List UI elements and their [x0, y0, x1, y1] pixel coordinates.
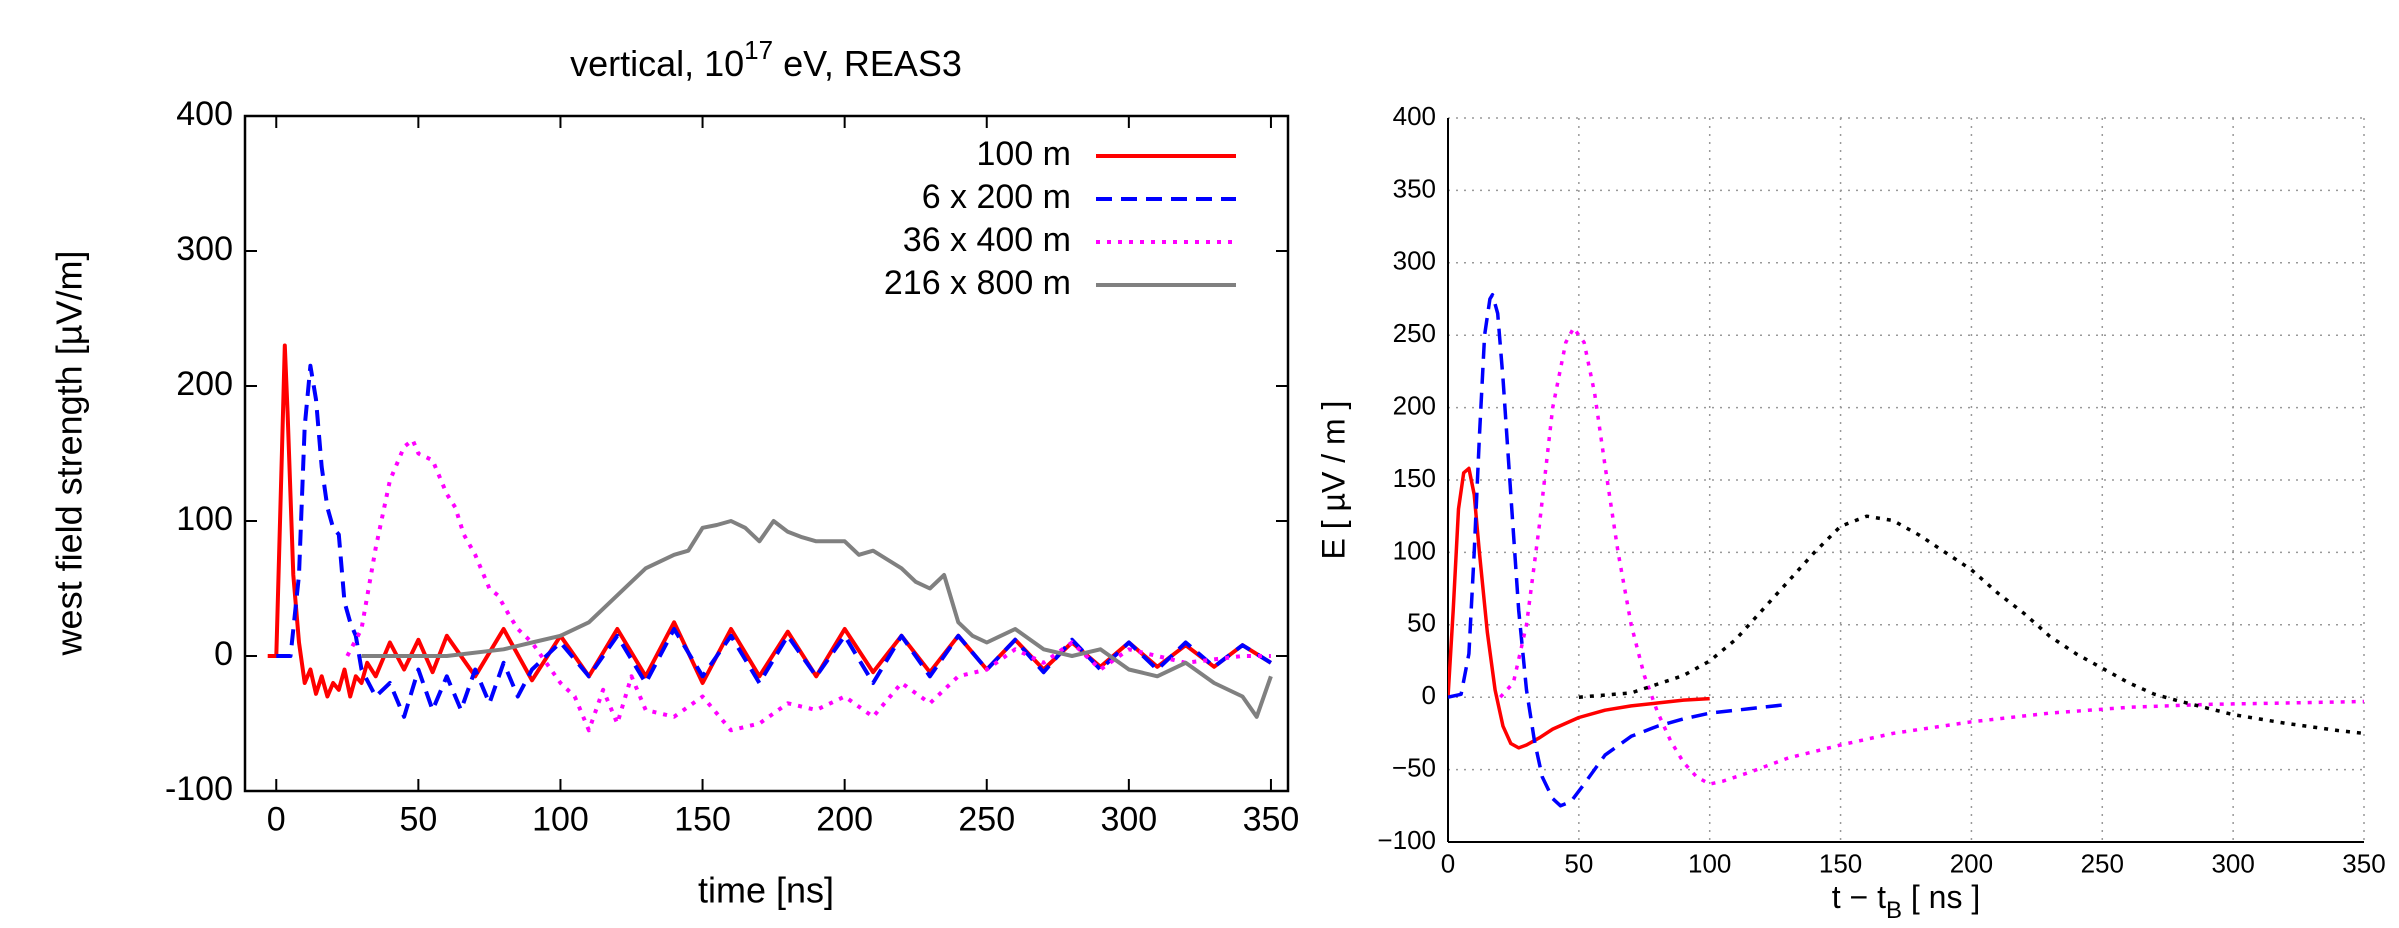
y-tick-label: 50 — [1407, 608, 1436, 638]
x-tick-label: 200 — [816, 801, 873, 839]
x-tick-label: 300 — [2211, 848, 2254, 878]
chart-title: vertical, 1017 eV, REAS3 — [570, 35, 962, 84]
title-part: eV, REAS3 — [773, 43, 962, 84]
x-label-part: t − t — [1832, 879, 1886, 915]
x-tick-label: 350 — [1243, 801, 1300, 839]
x-tick-label: 250 — [958, 801, 1015, 839]
series-line — [1448, 466, 1710, 750]
y-tick-label: 0 — [1422, 680, 1436, 710]
y-tick-label: 400 — [1393, 101, 1436, 131]
y-tick-label: 150 — [1393, 463, 1436, 493]
x-tick-label: 250 — [2081, 848, 2124, 878]
title-superscript: 17 — [744, 35, 773, 65]
series-line — [276, 363, 1272, 719]
y-tick-label: −50 — [1392, 752, 1436, 782]
x-tick-label: 100 — [532, 801, 589, 839]
series-line — [1499, 326, 2364, 786]
legend-label: 100 m — [977, 135, 1072, 173]
plot-frame — [243, 114, 1290, 793]
x-tick-label: 300 — [1100, 801, 1157, 839]
y-tick-label: -100 — [165, 770, 233, 808]
y-tick-label: 200 — [1393, 390, 1436, 420]
x-tick-label: 200 — [1950, 848, 1993, 878]
x-tick-label: 0 — [267, 801, 286, 839]
series-line — [1448, 292, 1789, 808]
x-axis-label: time [ns] — [698, 870, 834, 911]
series-line — [1578, 514, 2364, 736]
x-tick-label: 350 — [2342, 848, 2385, 878]
legend-label: 36 x 400 m — [903, 221, 1071, 259]
y-tick-label: 200 — [176, 365, 233, 403]
x-label-subscript: B — [1886, 897, 1902, 924]
x-tick-label: 100 — [1688, 848, 1731, 878]
y-tick-label: 0 — [214, 635, 233, 673]
y-tick-label: 300 — [176, 230, 233, 268]
y-tick-label: 350 — [1393, 173, 1436, 203]
x-tick-label: 0 — [1441, 848, 1455, 878]
x-tick-label: 150 — [1819, 848, 1862, 878]
title-part: vertical, 10 — [570, 43, 744, 84]
y-tick-label: 100 — [1393, 535, 1436, 565]
x-label-part: [ ns ] — [1902, 879, 1980, 915]
x-tick-label: 50 — [399, 801, 437, 839]
y-tick-label: 300 — [1393, 246, 1436, 276]
series-line — [267, 343, 1272, 699]
x-axis-label: t − tB [ ns ] — [1832, 879, 1981, 924]
legend-label: 216 x 800 m — [884, 264, 1071, 302]
y-tick-label: 100 — [176, 500, 233, 538]
y-axis-label: E [ µV / m ] — [1315, 401, 1351, 560]
y-axis-label: west field strength [µV/m] — [49, 251, 90, 657]
y-tick-label: 250 — [1393, 318, 1436, 348]
y-tick-label: 400 — [176, 95, 233, 133]
series-line — [345, 438, 1271, 733]
y-tick-label: −100 — [1377, 825, 1436, 855]
x-tick-label: 50 — [1564, 848, 1593, 878]
x-tick-label: 150 — [674, 801, 731, 839]
legend-label: 6 x 200 m — [922, 178, 1071, 216]
series-line — [361, 519, 1273, 719]
